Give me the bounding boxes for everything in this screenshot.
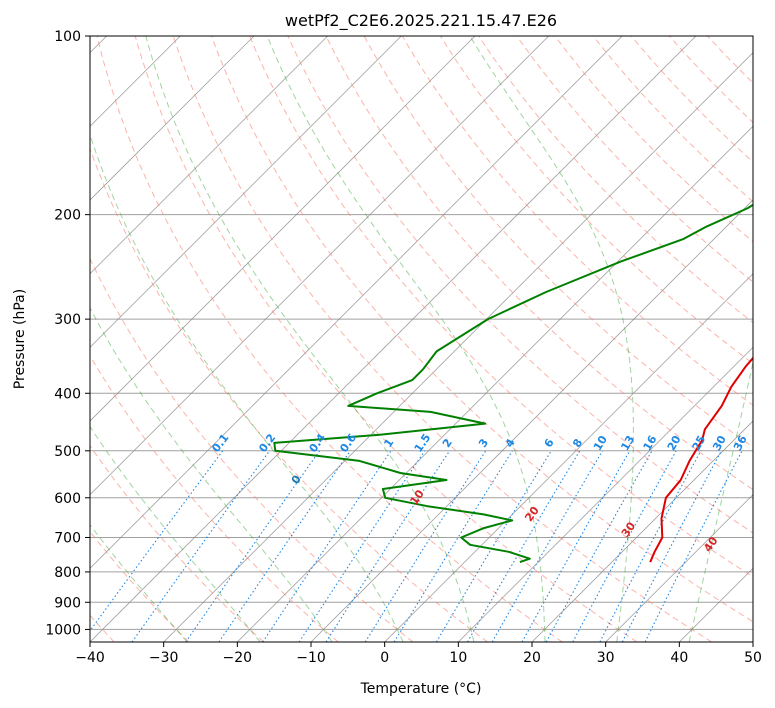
background-lines <box>90 36 753 642</box>
chart-title: wetPf2_C2E6.2025.221.15.47.E26 <box>285 11 557 31</box>
isotherm-line <box>384 273 753 642</box>
moist-adiabat-line <box>145 36 475 642</box>
mixing-ratio-line <box>521 450 631 642</box>
mixing-ratio-label: 13 <box>618 433 637 453</box>
y-tick-label: 800 <box>54 565 81 581</box>
mixing-ratio-line <box>572 450 677 642</box>
mixing-ratio-label: 8 <box>570 437 585 450</box>
mixing-ratio-line <box>599 450 702 642</box>
isotherm-line <box>90 36 549 496</box>
isotherm-line <box>605 494 753 642</box>
isotherm-line <box>90 36 255 201</box>
axes: −40 −30 −20 −10 0 10 20 30 40 5010020030040050060… <box>45 29 762 666</box>
mixing-ratio-line <box>90 450 224 632</box>
mixing-ratio-label: 3 <box>476 436 491 449</box>
x-axis-label: Temperature (°C) <box>360 681 482 697</box>
mixing-ratio-line <box>435 450 552 642</box>
mixing-ratio-label: 25 <box>690 433 709 453</box>
y-tick-label: 1000 <box>45 622 81 638</box>
mixing-ratio-line <box>185 450 321 642</box>
mixing-ratio-line <box>298 450 426 642</box>
dry-adiabat-line <box>211 36 753 623</box>
x-tick-label: 50 <box>744 650 762 666</box>
mixing-ratio-label: 30 <box>710 433 729 453</box>
isotherm-line <box>458 346 753 642</box>
mixing-ratio-line <box>325 450 451 642</box>
isotherm-line <box>752 641 753 642</box>
x-tick-label: 40 <box>670 650 688 666</box>
x-tick-label: −30 <box>149 650 179 666</box>
mixing-ratio-line <box>545 450 653 642</box>
dry-adiabat-line <box>134 36 638 642</box>
x-tick-label: 10 <box>449 650 467 666</box>
mixing-ratio-line <box>644 450 743 642</box>
dry-adiabat-line <box>90 147 488 642</box>
mixing-ratio-line <box>262 450 392 642</box>
isotherm-line <box>163 52 753 642</box>
dry-adiabat-line <box>172 36 712 642</box>
mixing-ratio-label: 1.5 <box>412 431 434 454</box>
moist-adiabat-line <box>90 524 188 642</box>
isotherm-line <box>531 420 753 642</box>
dry-adiabat-line <box>325 36 753 491</box>
mixing-ratio-label: 20 <box>665 433 684 453</box>
y-tick-label: 900 <box>54 595 81 611</box>
y-axis-label: Pressure (hPa) <box>12 289 28 389</box>
dry-adiabat-line <box>249 36 753 578</box>
y-tick-label: 500 <box>54 444 81 460</box>
moist-adiabat-line <box>90 306 333 642</box>
dry-adiabat-line <box>669 36 753 124</box>
dry-adiabat-line <box>516 36 753 283</box>
y-tick-label: 700 <box>54 531 81 547</box>
mixing-ratio-label: 0.1 <box>209 431 231 454</box>
moist-adiabat-line <box>266 36 546 642</box>
dry-adiabat-line <box>439 36 753 365</box>
dry-adiabat-line <box>707 36 753 84</box>
mixing-ratio-label: 16 <box>641 433 660 453</box>
x-tick-label: −40 <box>75 650 105 666</box>
sounding-trace-line <box>273 203 753 564</box>
y-tick-label: 600 <box>54 491 81 507</box>
y-tick-label: 300 <box>54 312 81 328</box>
mixing-ratio-label: 36 <box>731 433 750 453</box>
mixing-ratio-line <box>218 450 351 642</box>
y-tick-label: 200 <box>54 208 81 224</box>
x-tick-label: −20 <box>223 650 253 666</box>
sounding-trace-line <box>649 356 753 563</box>
x-tick-label: 30 <box>597 650 615 666</box>
mixing-ratio-label: 10 <box>591 433 610 453</box>
isotherm-line <box>90 36 476 422</box>
mixing-ratio-line <box>131 450 271 642</box>
plot-frame <box>89 35 754 643</box>
dry-adiabat-line <box>554 36 753 243</box>
x-tick-label: 0 <box>380 650 389 666</box>
dry-adiabat-line <box>287 36 753 534</box>
dry-adiabat-line <box>90 444 264 642</box>
mixing-ratio-label: 6 <box>542 436 557 450</box>
dry-adiabat-line <box>90 354 339 642</box>
mixing-ratio-line <box>364 450 487 642</box>
sounding-series <box>273 203 753 564</box>
isotherm-line <box>90 36 328 275</box>
mixing-ratio-label: 1 <box>381 436 396 450</box>
moist-adiabat-line <box>90 133 404 642</box>
x-tick-label: 20 <box>523 650 541 666</box>
dry-adiabat-line <box>96 36 563 642</box>
isotherm-line <box>90 36 402 348</box>
isotherm-line <box>237 125 753 642</box>
isotherm-line <box>679 567 753 642</box>
moist-adiabat-line <box>688 360 753 642</box>
moist-adiabat-line <box>469 36 634 642</box>
dry-adiabat-line <box>592 36 753 203</box>
y-tick-label: 400 <box>54 386 81 402</box>
x-tick-label: −10 <box>296 650 326 666</box>
dry-adiabat-line <box>90 257 414 642</box>
dry-adiabat-line <box>90 530 190 642</box>
moist-adiabat-label: 30 <box>619 519 639 539</box>
moist-adiabat-line <box>90 425 261 642</box>
y-tick-label: 100 <box>54 29 81 45</box>
isotherm-line <box>90 36 697 642</box>
isotherm-line <box>90 36 623 569</box>
